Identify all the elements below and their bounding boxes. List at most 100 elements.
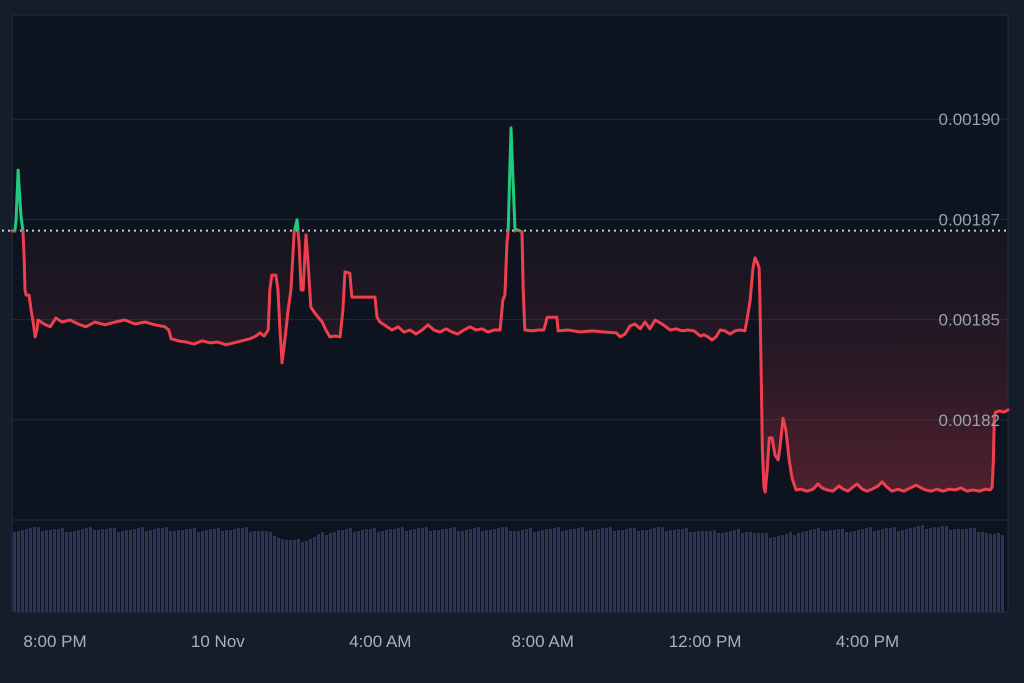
volume-bar bbox=[469, 529, 472, 612]
volume-bar bbox=[901, 530, 904, 612]
volume-bar bbox=[461, 531, 464, 612]
volume-bar bbox=[861, 529, 864, 612]
volume-bar bbox=[769, 538, 772, 612]
volume-bar bbox=[597, 529, 600, 612]
volume-bar bbox=[429, 531, 432, 612]
volume-bar bbox=[21, 530, 24, 612]
volume-bar bbox=[513, 531, 516, 612]
volume-bar bbox=[701, 531, 704, 612]
volume-bar bbox=[917, 526, 920, 612]
volume-bar bbox=[545, 529, 548, 612]
volume-bar bbox=[293, 540, 296, 612]
volume-bar bbox=[433, 530, 436, 612]
volume-bar bbox=[729, 531, 732, 612]
volume-bar bbox=[457, 531, 460, 612]
volume-bar bbox=[309, 539, 312, 612]
x-axis-label: 10 Nov bbox=[191, 632, 245, 651]
volume-bar bbox=[77, 530, 80, 612]
volume-bar bbox=[169, 531, 172, 612]
volume-bar bbox=[381, 531, 384, 612]
x-axis-label: 12:00 PM bbox=[669, 632, 742, 651]
volume-bar bbox=[25, 529, 28, 612]
volume-bar bbox=[613, 531, 616, 612]
volume-bar bbox=[125, 530, 128, 612]
volume-bar bbox=[537, 531, 540, 612]
volume-bar bbox=[833, 530, 836, 612]
volume-bar bbox=[421, 528, 424, 612]
volume-bar bbox=[317, 534, 320, 612]
volume-bar bbox=[269, 532, 272, 612]
volume-bar bbox=[809, 530, 812, 612]
volume-bar bbox=[229, 530, 232, 612]
volume-bar bbox=[437, 530, 440, 612]
volume-bar bbox=[581, 527, 584, 612]
volume-bar bbox=[325, 535, 328, 612]
volume-bar bbox=[17, 531, 20, 612]
volume-bar bbox=[525, 529, 528, 612]
volume-bar bbox=[693, 532, 696, 612]
volume-bar bbox=[989, 534, 992, 612]
volume-bar bbox=[449, 528, 452, 612]
volume-bar bbox=[933, 527, 936, 612]
volume-bar bbox=[945, 526, 948, 612]
volume-bar bbox=[405, 531, 408, 612]
volume-bar bbox=[805, 531, 808, 612]
volume-bar bbox=[573, 529, 576, 612]
volume-bar bbox=[441, 529, 444, 612]
volume-bar bbox=[553, 528, 556, 612]
volume-bar bbox=[245, 527, 248, 612]
volume-bar bbox=[529, 528, 532, 612]
volume-bar bbox=[497, 528, 500, 612]
volume-bar bbox=[133, 529, 136, 612]
volume-bar bbox=[205, 530, 208, 612]
volume-bar bbox=[733, 530, 736, 612]
volume-bar bbox=[41, 531, 44, 612]
volume-bar bbox=[557, 527, 560, 612]
volume-bar bbox=[189, 529, 192, 612]
volume-bar bbox=[741, 533, 744, 612]
volume-bar bbox=[837, 529, 840, 612]
volume-bar bbox=[281, 539, 284, 612]
y-axis-label: 0.00190 bbox=[939, 110, 1000, 129]
volume-bar bbox=[349, 528, 352, 612]
volume-bar bbox=[389, 529, 392, 612]
volume-bar bbox=[385, 530, 388, 612]
volume-bar bbox=[145, 531, 148, 612]
volume-bar bbox=[489, 530, 492, 612]
volume-bar bbox=[569, 529, 572, 612]
volume-bar bbox=[45, 530, 48, 612]
volume-bar bbox=[621, 530, 624, 612]
volume-bar bbox=[721, 533, 724, 612]
volume-bar bbox=[909, 528, 912, 612]
volume-bar bbox=[69, 532, 72, 612]
volume-bar bbox=[401, 527, 404, 612]
volume-bar bbox=[1001, 535, 1004, 612]
volume-bar bbox=[517, 531, 520, 612]
volume-bar bbox=[509, 531, 512, 612]
volume-bar bbox=[641, 530, 644, 612]
volume-bar bbox=[777, 536, 780, 612]
plot-borders bbox=[11, 14, 1009, 613]
volume-bar bbox=[973, 528, 976, 612]
volume-bar bbox=[949, 530, 952, 612]
volume-bar bbox=[941, 526, 944, 612]
volume-bar bbox=[929, 528, 932, 612]
price-line bbox=[10, 126, 1010, 494]
volume-bar bbox=[873, 531, 876, 612]
volume-bar bbox=[869, 527, 872, 612]
volume-bar bbox=[193, 528, 196, 612]
volume-bar bbox=[961, 529, 964, 612]
x-axis-label: 8:00 AM bbox=[512, 632, 574, 651]
volume-bar bbox=[749, 532, 752, 612]
volume-bar bbox=[225, 530, 228, 612]
volume-bar bbox=[781, 535, 784, 612]
volume-bar bbox=[893, 527, 896, 612]
volume-bar bbox=[969, 528, 972, 612]
volume-bar bbox=[305, 541, 308, 612]
volume-bar bbox=[709, 531, 712, 612]
volume-bar bbox=[353, 532, 356, 612]
volume-bar bbox=[477, 527, 480, 612]
volume-bar bbox=[161, 528, 164, 612]
volume-bar bbox=[37, 527, 40, 612]
